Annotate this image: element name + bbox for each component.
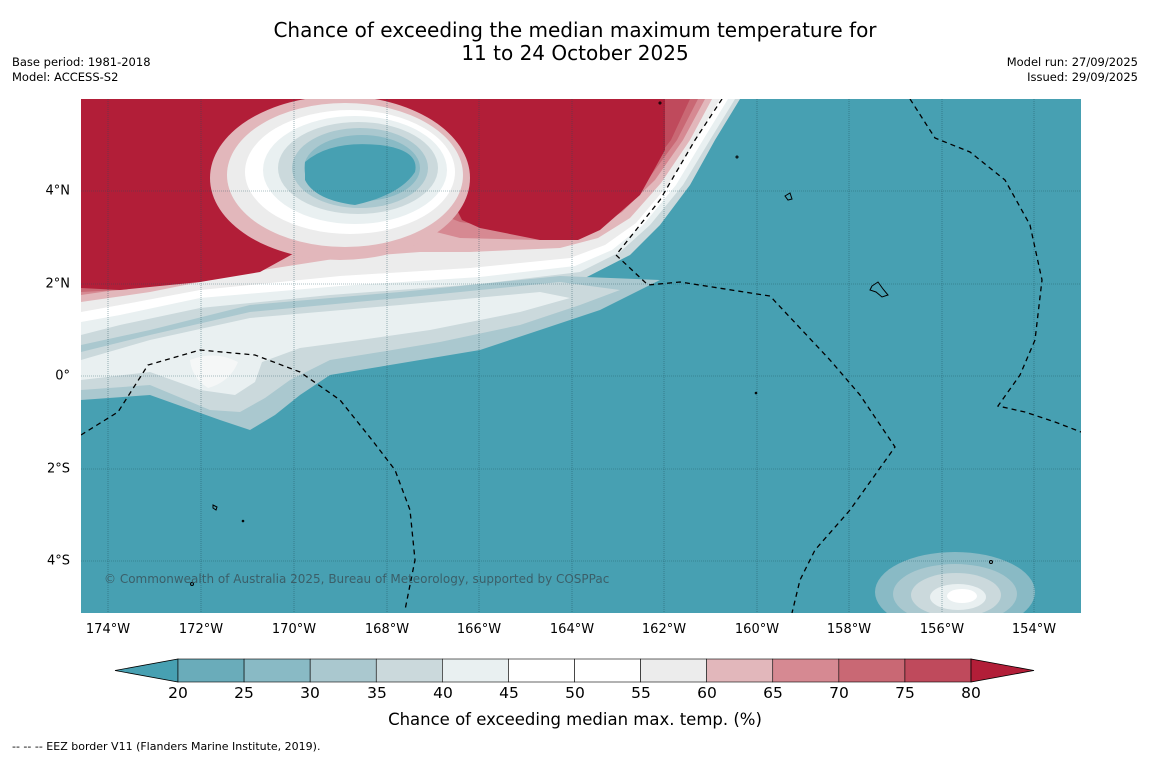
- colorbar-tick: 35: [367, 684, 387, 702]
- issued-date: Issued: 29/09/2025: [1027, 70, 1138, 84]
- lat-label: 4°N: [45, 183, 71, 199]
- meta-right: Model run: 27/09/2025 Issued: 29/09/2025: [1007, 55, 1138, 85]
- colorbar-segment: [508, 658, 575, 683]
- lon-label: 168°W: [364, 622, 410, 637]
- colorbar-segment: [309, 658, 377, 683]
- lat-label: 2°N: [45, 276, 71, 292]
- colorbar-segment: [442, 658, 509, 683]
- lon-label: 162°W: [641, 622, 687, 637]
- islands: [190, 101, 993, 586]
- colorbar-tick: 25: [234, 684, 254, 702]
- lon-label: 154°W: [1011, 622, 1057, 637]
- colorbar-segment: [772, 658, 840, 683]
- colorbar-segment: [375, 658, 443, 683]
- colorbar-tick: 45: [499, 684, 519, 702]
- lon-label: 174°W: [85, 622, 131, 637]
- colorbar-extend-high: [970, 658, 1035, 683]
- lat-label: 0°: [55, 368, 70, 384]
- lat-label: 2°S: [46, 461, 70, 477]
- meta-left: Base period: 1981-2018 Model: ACCESS-S2: [12, 55, 151, 85]
- colorbar-segment: [640, 658, 707, 683]
- title-line-1: Chance of exceeding the median maximum t…: [273, 18, 877, 42]
- lon-label: 166°W: [456, 622, 502, 637]
- graticule: [81, 99, 1081, 613]
- map-area: [81, 99, 1081, 613]
- colorbar-extend-low: [114, 658, 179, 683]
- colorbar-segment: [904, 658, 972, 683]
- colorbar-segment: [838, 658, 906, 683]
- model-run: Model run: 27/09/2025: [1006, 55, 1138, 69]
- base-period: Base period: 1981-2018: [12, 55, 151, 69]
- colorbar-tick: 60: [697, 684, 717, 702]
- colorbar: [114, 658, 1035, 683]
- eez-footnote: -- -- -- EEZ border V11 (Flanders Marine…: [12, 740, 321, 753]
- colorbar-tick: 80: [961, 684, 981, 702]
- eez-borders: [81, 99, 1081, 613]
- colorbar-tick: 55: [631, 684, 651, 702]
- lon-label: 158°W: [826, 622, 872, 637]
- copyright-notice: © Commonwealth of Australia 2025, Bureau…: [104, 572, 610, 586]
- colorbar-segment: [243, 658, 311, 683]
- title-line-2: 11 to 24 October 2025: [461, 41, 689, 65]
- lon-label: 160°W: [734, 622, 780, 637]
- lon-label: 156°W: [919, 622, 965, 637]
- colorbar-tick: 30: [300, 684, 320, 702]
- model-name: Model: ACCESS-S2: [12, 70, 119, 84]
- lon-label: 164°W: [549, 622, 595, 637]
- southeast-patch: [875, 552, 1035, 613]
- lon-label: 170°W: [271, 622, 317, 637]
- colorbar-label: Chance of exceeding median max. temp. (%…: [388, 710, 762, 729]
- colorbar-tick: 40: [433, 684, 453, 702]
- colorbar-segment: [574, 658, 641, 683]
- warm-anomaly-bands: [81, 99, 740, 430]
- colorbar-segment: [706, 658, 774, 683]
- map-title: Chance of exceeding the median maximum t…: [0, 19, 1150, 65]
- colorbar-tick: 70: [829, 684, 849, 702]
- colorbar-tick: 65: [763, 684, 783, 702]
- colorbar-segment: [177, 658, 245, 683]
- colorbar-tick: 20: [168, 684, 188, 702]
- colorbar-tick: 50: [565, 684, 585, 702]
- lon-label: 172°W: [178, 622, 224, 637]
- colorbar-tick: 75: [895, 684, 915, 702]
- lat-label: 4°S: [46, 553, 70, 569]
